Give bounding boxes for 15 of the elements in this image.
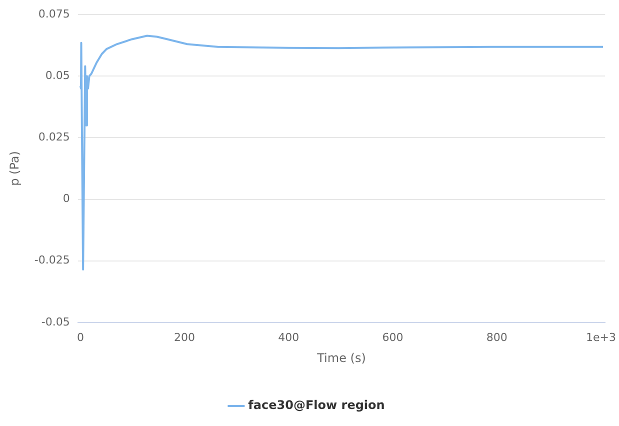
x-axis-title: Time (s) [316, 350, 366, 365]
y-tick-label: 0.075 [38, 7, 70, 20]
y-tick-label: 0 [62, 192, 70, 206]
y-tick-label: -0.025 [34, 254, 70, 267]
y-tick-label: -0.05 [41, 315, 70, 328]
y-axis-title: p (Pa) [7, 151, 22, 186]
y-tick-label: 0.05 [45, 69, 70, 82]
x-tick-label: 0 [76, 330, 84, 344]
y-tick-label: 0.025 [38, 130, 70, 144]
x-tick-label: 1e+3 [586, 330, 616, 344]
x-tick-label: 800 [486, 330, 508, 344]
legend-label: face30@Flow region [248, 398, 385, 412]
x-tick-label: 600 [382, 330, 404, 344]
x-tick-label: 200 [174, 330, 196, 344]
x-tick-label: 400 [278, 330, 300, 344]
